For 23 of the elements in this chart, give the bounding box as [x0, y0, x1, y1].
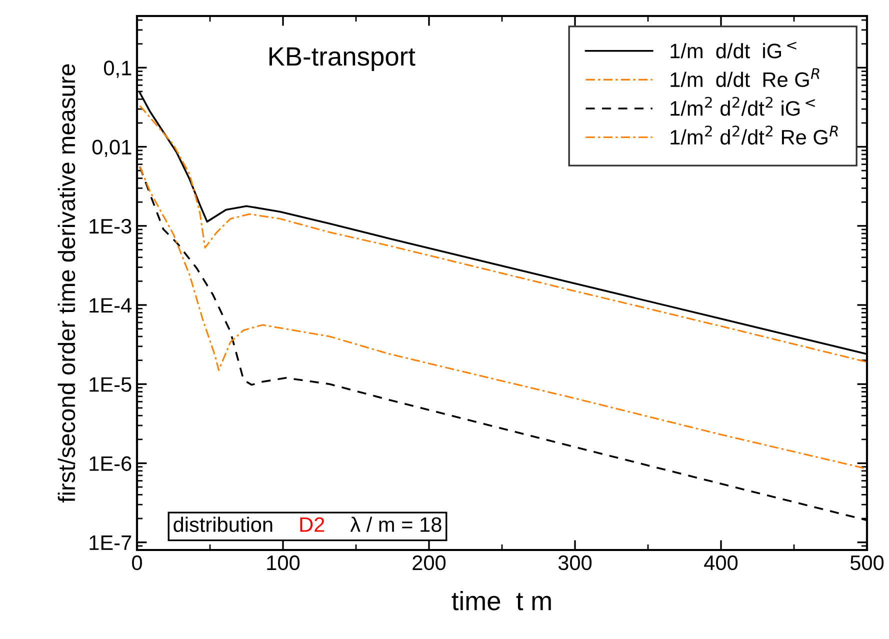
y-tick-label: 1E-4: [90, 298, 132, 313]
x-tick-label: 300: [558, 555, 592, 570]
x-tick-label: 200: [412, 555, 446, 570]
legend-label: 1/m$^{2}$ d$^{2}$/dt$^{2}$ iG$^{<}$: [670, 96, 815, 116]
legend-label: 1/m d/dt Re G$^{R}$: [670, 68, 820, 88]
x-tick-label: 0: [132, 555, 142, 570]
text: KB-transport: [270, 47, 416, 72]
annotation: D2: [300, 517, 324, 532]
y-tick-label: 1E-5: [90, 377, 132, 392]
y-tick-label: 1E-7: [90, 536, 132, 550]
x-axis-title: time t m: [452, 590, 551, 610]
x-tick-label: 400: [704, 555, 738, 570]
annotation: λ / m = 18: [350, 516, 442, 532]
x-tick-label: 500: [850, 555, 884, 570]
y-tick-label: 0,1: [104, 60, 132, 78]
legend-label: 1/m d/dt iG$^{<}$: [670, 42, 796, 58]
y-tick-label: 1E-6: [90, 456, 132, 471]
y-tick-label: 1E-3: [90, 218, 132, 234]
annotation: distribution: [174, 516, 272, 532]
legend-label: 1/m$^{2}$ d$^{2}$/dt$^{2}$ Re G$^{R}$: [670, 126, 838, 145]
y-tick-label: 0,01: [92, 140, 132, 157]
x-tick-label: 100: [267, 555, 300, 570]
y-axis-title: first/second order time derivative measure: [58, 64, 76, 502]
